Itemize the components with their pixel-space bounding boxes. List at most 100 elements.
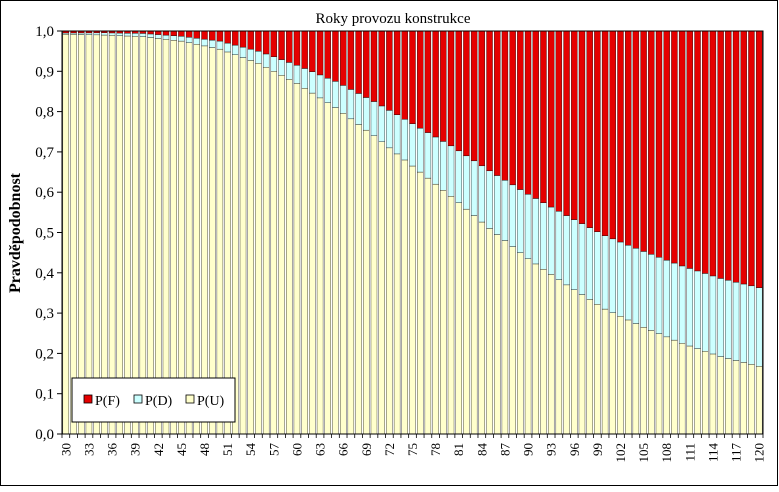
y-tick-label: 0,3 <box>35 306 54 322</box>
bar-segment-pf <box>470 30 478 162</box>
bar-segment-pf <box>270 30 278 57</box>
bar-segment-pu <box>678 343 686 435</box>
bar-segment-pf <box>740 30 747 285</box>
bar-segment-pf <box>262 30 270 55</box>
bar-segment-pf <box>617 30 624 243</box>
bar-segment-pu <box>278 75 285 435</box>
y-axis-label: Pravděpodobnost <box>7 172 24 293</box>
bar-segment-pu <box>316 97 324 435</box>
bar-segment-pd <box>255 50 262 64</box>
bar-segment-pd <box>278 59 285 76</box>
chart-title: Roky provozu konstrukce <box>316 11 471 27</box>
bar-segment-pd <box>301 68 308 89</box>
bar-segment-pf <box>686 30 693 269</box>
bar-segment-pf <box>748 30 755 287</box>
bar-segment-pu <box>70 34 77 435</box>
bar-segment-pd <box>147 33 154 38</box>
bar-segment-pu <box>625 319 632 435</box>
bar-segment-pu <box>447 196 455 435</box>
bar-segment-pu <box>440 190 447 435</box>
x-axis: 30 33 36 39 42 45 48 51 54 57 60 63 66 69 72 75 78 81 84 87… <box>58 434 767 463</box>
bar-segment-pd <box>409 123 416 167</box>
bar-segment-pd <box>632 248 640 324</box>
x-tick-label: 93 <box>544 443 559 456</box>
bar-segment-pf <box>193 30 200 39</box>
bar-segment-pd <box>247 48 254 61</box>
bar-segment-pd <box>440 141 447 191</box>
x-tick-label: 30 <box>58 443 73 456</box>
bar-segment-pd <box>678 265 686 344</box>
bar-segment-pf <box>232 30 239 46</box>
bar-segment-pu <box>108 35 116 435</box>
bar-segment-pu <box>93 34 100 435</box>
y-tick-label: 0,1 <box>35 387 54 403</box>
bar-segment-pf <box>401 30 408 120</box>
bar-segment-pf <box>393 30 401 115</box>
bar-segment-pf <box>370 30 378 102</box>
bar-segment-pd <box>393 114 401 155</box>
bar-segment-pd <box>139 33 147 37</box>
bar-segment-pd <box>116 32 123 36</box>
bar-segment-pd <box>332 81 339 108</box>
bar-segment-pu <box>547 274 555 435</box>
bar-segment-pd <box>478 165 486 223</box>
bar-segment-pd <box>578 223 586 295</box>
bar-segment-pu <box>424 177 432 435</box>
bar-segment-pu <box>147 37 154 435</box>
bar-segment-pd <box>347 89 355 120</box>
x-tick-label: 114 <box>705 443 720 463</box>
bar-segment-pf <box>255 30 262 52</box>
x-tick-label: 111 <box>682 443 697 462</box>
bar-segment-pd <box>732 281 740 361</box>
bar-segment-pf <box>355 30 362 94</box>
legend-swatch <box>133 394 143 404</box>
bar-segment-pf <box>162 30 170 36</box>
bar-segment-pu <box>717 356 724 435</box>
bar-segment-pf <box>694 30 701 272</box>
bar-segment-pu <box>293 83 301 435</box>
x-tick-label: 33 <box>81 443 96 456</box>
x-tick-label: 36 <box>105 443 120 457</box>
bar-segment-pu <box>655 333 663 435</box>
x-tick-label: 51 <box>220 443 235 456</box>
bar-segment-pf <box>547 30 555 208</box>
bar-segment-pd <box>455 150 462 203</box>
x-tick-label: 57 <box>266 443 281 457</box>
bar-segment-pu <box>571 289 578 435</box>
bar-segment-pf <box>671 30 678 264</box>
bar-segment-pd <box>324 77 331 103</box>
bar-segment-pu <box>155 38 162 435</box>
bar-segment-pu <box>209 47 216 435</box>
bar-segment-pd <box>694 270 701 349</box>
bar-segment-pd <box>239 46 247 58</box>
bar-segment-pd <box>370 101 378 136</box>
bar-segment-pd <box>725 280 732 359</box>
bar-segment-pu <box>555 279 563 435</box>
bar-segment-pf <box>732 30 740 283</box>
bar-segment-pf <box>540 30 547 203</box>
x-tick-label: 42 <box>151 443 166 456</box>
bar-segment-pf <box>486 30 493 172</box>
bar-segment-pf <box>555 30 563 212</box>
x-tick-label: 63 <box>313 443 328 456</box>
bar-segment-pu <box>478 221 486 435</box>
bar-segment-pf <box>702 30 709 274</box>
bar-segment-pf <box>586 30 593 228</box>
bar-segment-pd <box>663 259 670 338</box>
bar-segment-pu <box>563 284 570 435</box>
bar-segment-pd <box>262 53 270 68</box>
bar-segment-pf <box>155 30 162 35</box>
bar-segment-pu <box>401 159 408 435</box>
bar-segment-pd <box>755 287 763 367</box>
bar-segment-pf <box>170 30 177 36</box>
bar-segment-pf <box>432 30 439 138</box>
bar-segment-pd <box>432 136 439 185</box>
bar-segment-pf <box>640 30 647 252</box>
bar-segment-pd <box>586 227 593 300</box>
bar-segment-pd <box>640 251 647 328</box>
bar-segment-pu <box>725 358 732 435</box>
bar-segment-pu <box>139 36 147 435</box>
bar-segment-pd <box>124 33 131 37</box>
bar-segment-pd <box>594 231 601 305</box>
